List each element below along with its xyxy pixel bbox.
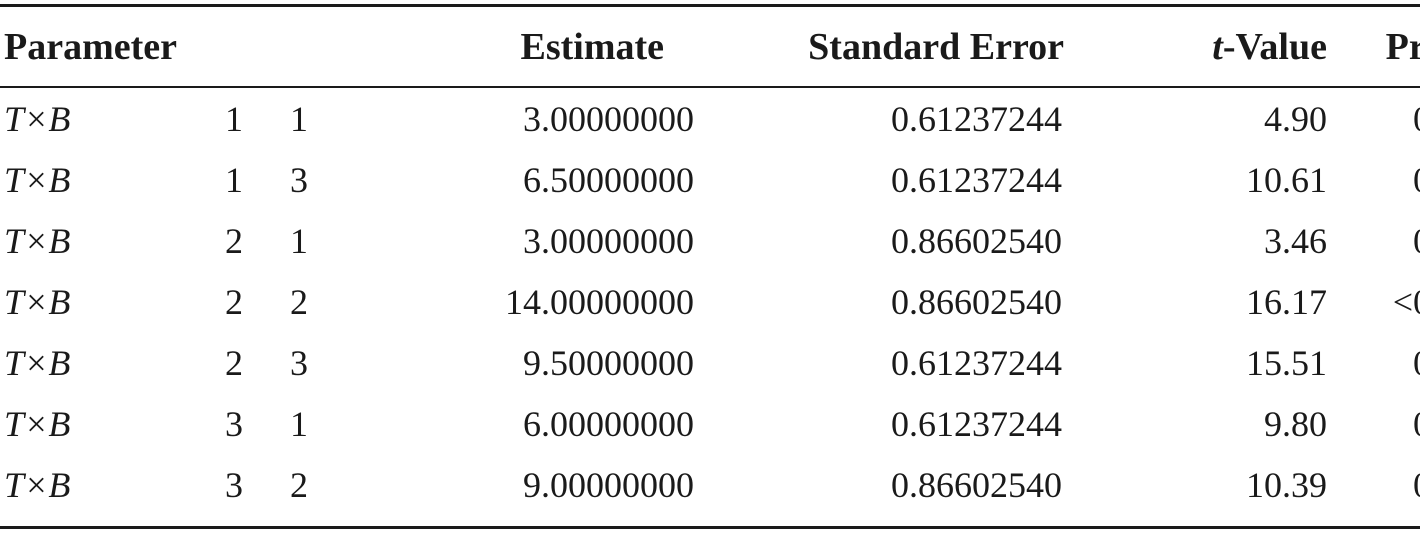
cell-estimate: 6.50000000	[523, 159, 694, 200]
cell-parameter: T×B	[4, 98, 71, 139]
cell-level-j: 1	[290, 220, 308, 261]
table-row: T×B 1 3 6.50000000 0.61237244 10.610.0004	[0, 149, 1420, 210]
cell-pr: 0.0005	[1327, 454, 1420, 515]
cell-standard-error: 0.61237244	[891, 159, 1062, 200]
cell-pr: 0.0080	[1327, 86, 1420, 149]
cell-estimate: 3.00000000	[523, 98, 694, 139]
cell-level-i: 1	[225, 159, 243, 200]
cell-level-j: 1	[290, 403, 308, 444]
cell-t-value: 15.51	[1246, 342, 1327, 383]
cell-level-i: 2	[225, 281, 243, 322]
table-header: Parameter Estimate Standard Error t-Valu…	[0, 7, 1420, 86]
cell-t-value: 16.17	[1246, 281, 1327, 322]
cell-estimate: 9.50000000	[523, 342, 694, 383]
cell-estimate: 9.00000000	[523, 464, 694, 505]
cell-pr: 0.0257	[1327, 210, 1420, 271]
table-row: T×B 2 1 3.00000000 0.86602540 3.460.0257	[0, 210, 1420, 271]
cell-level-j: 2	[290, 281, 308, 322]
estimates-table: Parameter Estimate Standard Error t-Valu…	[0, 7, 1420, 515]
cell-level-i: 2	[225, 220, 243, 261]
cell-estimate: 6.00000000	[523, 403, 694, 444]
cell-level-i: 3	[225, 403, 243, 444]
header-level-j	[264, 7, 334, 86]
header-standard-error: Standard Error	[808, 25, 1064, 68]
cell-standard-error: 0.61237244	[891, 98, 1062, 139]
cell-level-i: 1	[225, 98, 243, 139]
cell-t-value: 10.61	[1246, 159, 1327, 200]
cell-t-value: 4.90	[1264, 98, 1327, 139]
cell-parameter: T×B	[4, 281, 71, 322]
cell-t-value: 9.80	[1264, 403, 1327, 444]
header-pr-text: Pr > | t |	[1385, 25, 1420, 68]
cell-parameter: T×B	[4, 342, 71, 383]
cell-standard-error: 0.86602540	[891, 464, 1062, 505]
cell-level-j: 1	[290, 98, 308, 139]
top-rule	[0, 4, 1420, 7]
cell-level-j: 3	[290, 159, 308, 200]
header-row: Parameter Estimate Standard Error t-Valu…	[0, 7, 1420, 86]
cell-parameter: T×B	[4, 403, 71, 444]
cell-level-j: 3	[290, 342, 308, 383]
cell-level-i: 2	[225, 342, 243, 383]
cell-standard-error: 0.86602540	[891, 281, 1062, 322]
header-t-value: t-Value	[1122, 7, 1327, 86]
cell-parameter: T×B	[4, 464, 71, 505]
header-t-value-text: t-Value	[1212, 25, 1327, 68]
cell-level-i: 3	[225, 464, 243, 505]
header-pr: Pr > | t |	[1327, 7, 1420, 86]
cell-parameter: T×B	[4, 220, 71, 261]
table-row: T×B 3 1 6.00000000 0.61237244 9.800.0006	[0, 393, 1420, 454]
bottom-rule	[0, 526, 1420, 529]
cell-t-value: 10.39	[1246, 464, 1327, 505]
cell-standard-error: 0.86602540	[891, 220, 1062, 261]
table-row: T×B 3 2 9.00000000 0.86602540 10.390.0005	[0, 454, 1420, 515]
cell-standard-error: 0.61237244	[891, 342, 1062, 383]
header-rule	[0, 86, 1420, 88]
cell-pr: 0.0001	[1327, 332, 1420, 393]
cell-pr: 0.0006	[1327, 393, 1420, 454]
header-parameter: Parameter	[4, 25, 177, 68]
cell-parameter: T×B	[4, 159, 71, 200]
cell-t-value: 3.46	[1264, 220, 1327, 261]
cell-pr: <0.0001	[1392, 281, 1420, 322]
cell-estimate: 14.00000000	[505, 281, 694, 322]
cell-level-j: 2	[290, 464, 308, 505]
cell-standard-error: 0.61237244	[891, 403, 1062, 444]
table-row: T×B 2 2 14.00000000 0.86602540 16.17 <0.0001	[0, 271, 1420, 332]
table-row: T×B 1 1 3.00000000 0.61237244 4.900.0080	[0, 86, 1420, 149]
cell-estimate: 3.00000000	[523, 220, 694, 261]
header-estimate: Estimate	[520, 25, 664, 68]
table-row: T×B 2 3 9.50000000 0.61237244 15.510.0001	[0, 332, 1420, 393]
header-level-i	[204, 7, 264, 86]
cell-pr: 0.0004	[1327, 149, 1420, 210]
table-body: T×B 1 1 3.00000000 0.61237244 4.900.0080 T×B 1 3…	[0, 86, 1420, 515]
